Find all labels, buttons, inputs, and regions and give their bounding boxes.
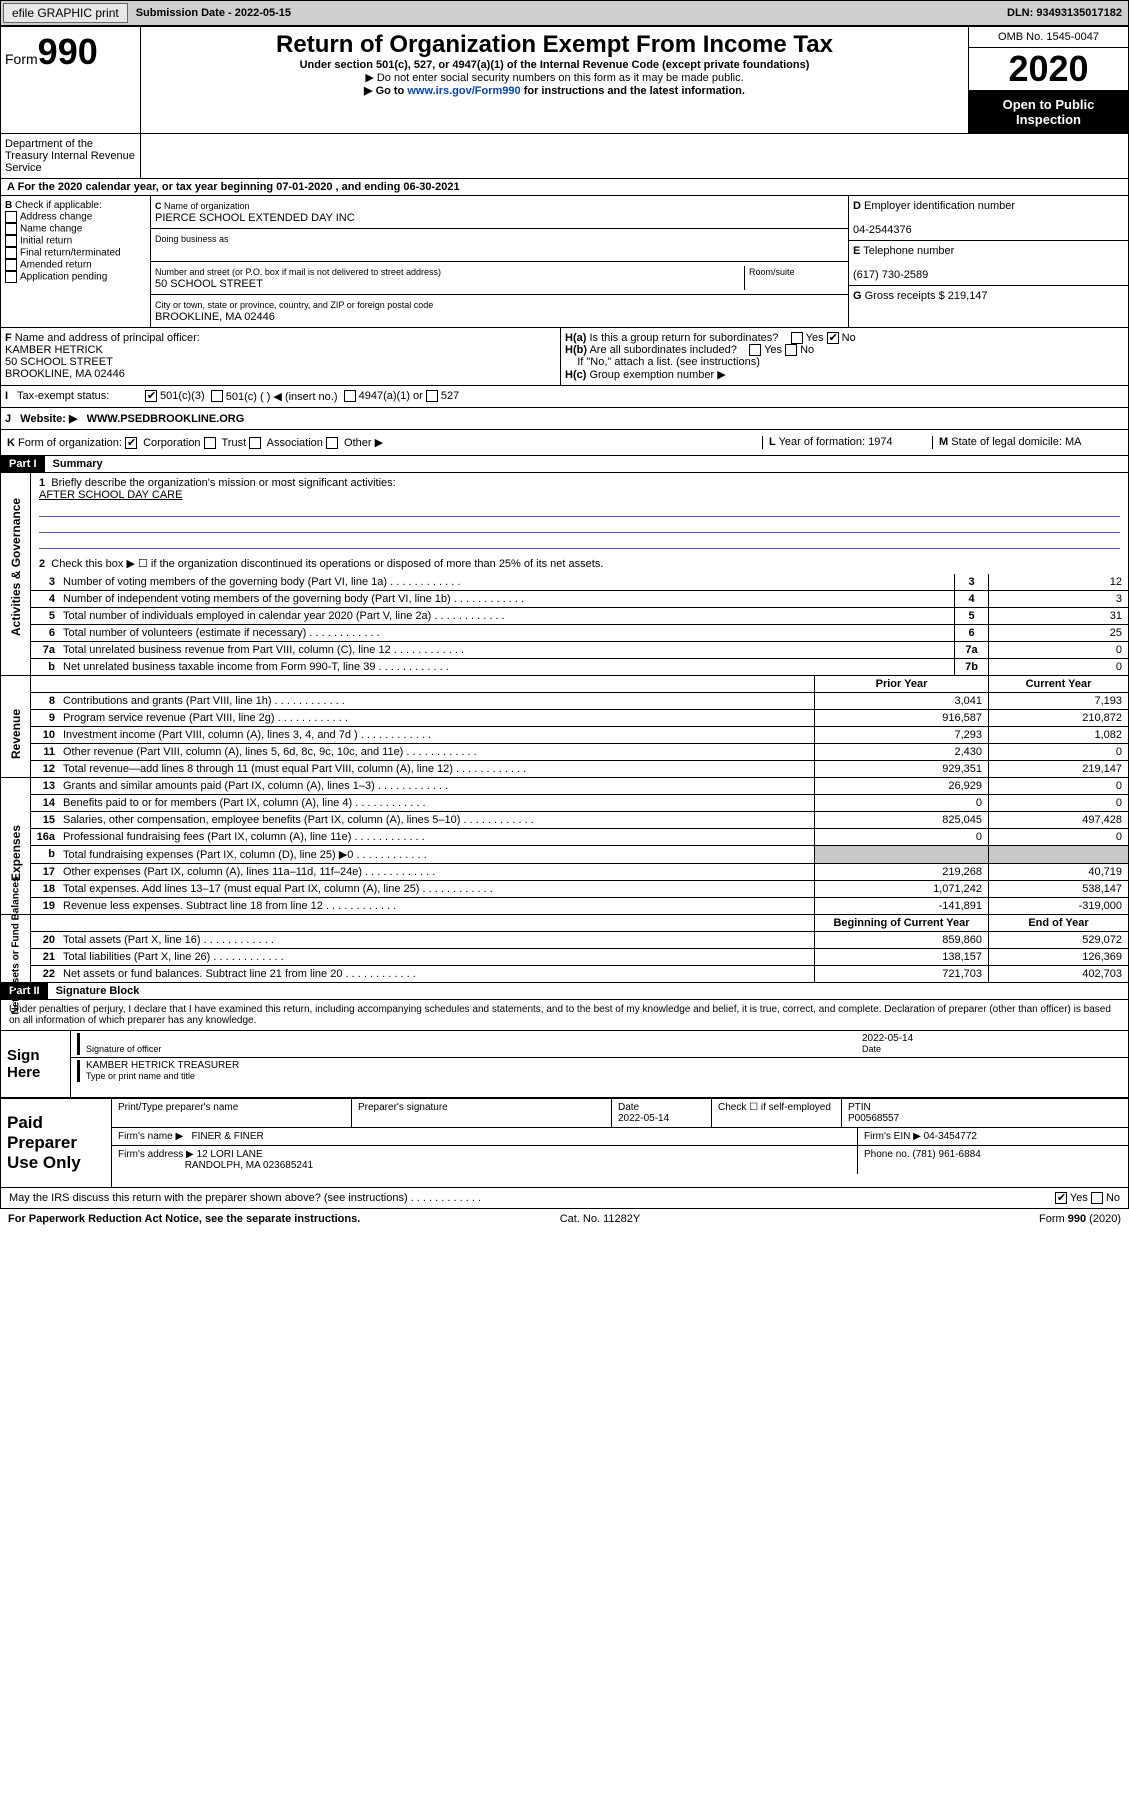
website-row: J Website: ▶ WWW.PSEDBROOKLINE.ORG <box>1 408 1128 430</box>
officer-sig-line: Signature of officer 2022-05-14Date <box>71 1031 1128 1058</box>
principal-officer: F Name and address of principal officer:… <box>1 328 561 385</box>
form-id-box: Form990 <box>1 27 141 133</box>
sidelabel-netassets: Net Assets or Fund Balances <box>1 915 31 982</box>
line-17: 17Other expenses (Part IX, column (A), l… <box>31 864 1128 881</box>
top-bar: efile GRAPHIC print Submission Date - 20… <box>0 0 1129 26</box>
page-footer: For Paperwork Reduction Act Notice, see … <box>0 1209 1129 1229</box>
address-block: Number and street (or P.O. box if mail i… <box>151 262 848 295</box>
phone-block: E Telephone number (617) 730-2589 <box>849 241 1128 286</box>
checkbox-final-return[interactable] <box>5 247 17 259</box>
form-title: Return of Organization Exempt From Incom… <box>149 31 960 59</box>
year-header-rev: Prior YearCurrent Year <box>31 676 1128 693</box>
line-20: 20Total assets (Part X, line 16) 859,860… <box>31 932 1128 949</box>
line-3: 3Number of voting members of the governi… <box>31 574 1128 591</box>
line-13: 13Grants and similar amounts paid (Part … <box>31 778 1128 795</box>
checkbox-amended[interactable] <box>5 259 17 271</box>
part2-header: Part IISignature Block <box>1 983 1128 1000</box>
line2: 2 Check this box ▶ ☐ if the organization… <box>31 553 1128 574</box>
paid-preparer-label: Paid Preparer Use Only <box>1 1099 111 1187</box>
checkbox-pending[interactable] <box>5 271 17 283</box>
city-block: City or town, state or province, country… <box>151 295 848 327</box>
box-b: B Check if applicable: Address change Na… <box>1 196 151 327</box>
line-11: 11Other revenue (Part VIII, column (A), … <box>31 744 1128 761</box>
discuss-row: May the IRS discuss this return with the… <box>1 1188 1128 1208</box>
typed-name-line: KAMBER HETRICK TREASURERType or print na… <box>71 1058 1128 1084</box>
form-of-org-row: K Form of organization: Corporation Trus… <box>1 430 1128 456</box>
checkbox-hb-no[interactable] <box>785 344 797 356</box>
sign-here-label: Sign Here <box>1 1031 71 1097</box>
prep-firm-row: Firm's name ▶ FINER & FINER Firm's EIN ▶… <box>112 1128 1128 1146</box>
checkbox-4947[interactable] <box>344 390 356 402</box>
ein-block: D Employer identification number 04-2544… <box>849 196 1128 241</box>
checkbox-ha-yes[interactable] <box>791 332 803 344</box>
part1-header: Part ISummary <box>1 456 1128 473</box>
line-5: 5Total number of individuals employed in… <box>31 608 1128 625</box>
checkbox-discuss-no[interactable] <box>1091 1192 1103 1204</box>
tax-period: A For the 2020 calendar year, or tax yea… <box>1 179 1128 196</box>
prep-header-row: Print/Type preparer's name Preparer's si… <box>112 1099 1128 1128</box>
tax-exempt-row: I Tax-exempt status: 501(c)(3) 501(c) ( … <box>1 386 1128 408</box>
efile-button[interactable]: efile GRAPHIC print <box>3 3 128 23</box>
mission-block: 1 Briefly describe the organization's mi… <box>31 473 1128 553</box>
sidelabel-revenue: Revenue <box>1 676 31 777</box>
checkbox-501c[interactable] <box>211 390 223 402</box>
open-inspection-badge: Open to Public Inspection <box>969 91 1128 133</box>
checkbox-discuss-yes[interactable] <box>1055 1192 1067 1204</box>
line-21: 21Total liabilities (Part X, line 26) 13… <box>31 949 1128 966</box>
line-b: bNet unrelated business taxable income f… <box>31 659 1128 675</box>
department-label: Department of the Treasury Internal Reve… <box>1 134 141 178</box>
line-4: 4Number of independent voting members of… <box>31 591 1128 608</box>
checkbox-hb-yes[interactable] <box>749 344 761 356</box>
checkbox-527[interactable] <box>426 390 438 402</box>
instructions-link-line: Go to www.irs.gov/Form990 for instructio… <box>149 84 960 97</box>
form-subtitle: Under section 501(c), 527, or 4947(a)(1)… <box>149 59 960 71</box>
tax-year: 2020 <box>969 48 1128 91</box>
line-7a: 7aTotal unrelated business revenue from … <box>31 642 1128 659</box>
checkbox-other[interactable] <box>326 437 338 449</box>
dba-block: Doing business as <box>151 229 848 262</box>
line-19: 19Revenue less expenses. Subtract line 1… <box>31 898 1128 914</box>
omb-number: OMB No. 1545-0047 <box>969 27 1128 48</box>
checkbox-501c3[interactable] <box>145 390 157 402</box>
line-8: 8Contributions and grants (Part VIII, li… <box>31 693 1128 710</box>
line-6: 6Total number of volunteers (estimate if… <box>31 625 1128 642</box>
checkbox-trust[interactable] <box>204 437 216 449</box>
line-b: bTotal fundraising expenses (Part IX, co… <box>31 846 1128 864</box>
ssn-note: Do not enter social security numbers on … <box>149 71 960 84</box>
checkbox-corp[interactable] <box>125 437 137 449</box>
checkbox-initial-return[interactable] <box>5 235 17 247</box>
org-name-block: C Name of organization PIERCE SCHOOL EXT… <box>151 196 848 229</box>
line-18: 18Total expenses. Add lines 13–17 (must … <box>31 881 1128 898</box>
line-10: 10Investment income (Part VIII, column (… <box>31 727 1128 744</box>
declaration-text: Under penalties of perjury, I declare th… <box>1 1000 1128 1030</box>
line-9: 9Program service revenue (Part VIII, lin… <box>31 710 1128 727</box>
checkbox-name-change[interactable] <box>5 223 17 235</box>
line-15: 15Salaries, other compensation, employee… <box>31 812 1128 829</box>
checkbox-ha-no[interactable] <box>827 332 839 344</box>
group-return-block: H(a) Is this a group return for subordin… <box>561 328 1128 385</box>
irs-link[interactable]: www.irs.gov/Form990 <box>407 85 520 97</box>
line-16a: 16aProfessional fundraising fees (Part I… <box>31 829 1128 846</box>
checkbox-assoc[interactable] <box>249 437 261 449</box>
year-header-nab: Beginning of Current YearEnd of Year <box>31 915 1128 932</box>
submission-date-label: Submission Date - 2022-05-15 <box>130 7 297 19</box>
dln-label: DLN: 93493135017182 <box>1007 7 1128 19</box>
sidelabel-governance: Activities & Governance <box>1 473 31 675</box>
line-14: 14Benefits paid to or for members (Part … <box>31 795 1128 812</box>
gross-receipts: G Gross receipts $ 219,147 <box>849 286 1128 306</box>
line-12: 12Total revenue—add lines 8 through 11 (… <box>31 761 1128 777</box>
prep-addr-row: Firm's address ▶ 12 LORI LANE RANDOLPH, … <box>112 1146 1128 1174</box>
checkbox-address-change[interactable] <box>5 211 17 223</box>
line-22: 22Net assets or fund balances. Subtract … <box>31 966 1128 982</box>
